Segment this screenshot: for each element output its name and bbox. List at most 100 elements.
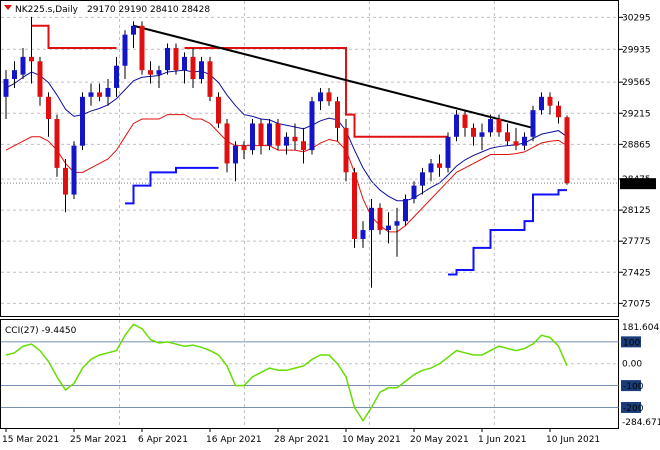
candle-bear bbox=[513, 141, 519, 146]
cci-title: CCI(27) -9.4450 bbox=[5, 326, 77, 336]
price-tick-label: 29565 bbox=[622, 78, 651, 88]
candle-bear bbox=[97, 92, 102, 97]
candle-bear bbox=[54, 119, 60, 168]
candle-bear bbox=[352, 172, 357, 239]
time-tick-label: 20 May 2021 bbox=[410, 435, 469, 445]
candle-bear bbox=[46, 96, 51, 120]
candle-bull bbox=[156, 70, 162, 75]
overlay-line-ema_red bbox=[5, 114, 568, 233]
candle-bear bbox=[173, 47, 179, 71]
candle-bull bbox=[403, 198, 408, 222]
cci-axis: 100 0.00 -100 -200 bbox=[621, 336, 644, 414]
cci-level-label: 100 bbox=[623, 338, 640, 348]
time-tick-label: 25 Mar 2021 bbox=[70, 435, 127, 445]
overlay-line-ema_blue bbox=[5, 69, 568, 202]
time-tick-label: 15 Mar 2021 bbox=[2, 435, 59, 445]
candle-bull bbox=[122, 34, 128, 66]
candle-bull bbox=[3, 79, 9, 97]
candle-bear bbox=[139, 25, 145, 71]
price-tick-label: 29935 bbox=[622, 45, 651, 55]
candle-bull bbox=[411, 185, 417, 199]
candle-bear bbox=[190, 56, 196, 80]
candle-bull bbox=[71, 145, 77, 195]
candle-bull bbox=[394, 221, 400, 226]
symbol-label: NK225.s,Daily bbox=[15, 5, 79, 15]
overlay-line-trendline bbox=[133, 24, 534, 129]
candle-bull bbox=[114, 65, 119, 88]
candle-bull bbox=[284, 136, 289, 146]
candle-bull bbox=[488, 119, 493, 133]
candle-bear bbox=[437, 163, 442, 168]
candle-bear bbox=[343, 127, 349, 173]
main-panel-frame bbox=[0, 0, 619, 317]
candle-bear bbox=[496, 119, 502, 133]
candle-bear bbox=[148, 70, 153, 75]
cci-level-tag bbox=[621, 336, 641, 348]
candle-bear bbox=[471, 127, 476, 137]
candle-bull bbox=[479, 132, 485, 137]
candle-bear bbox=[241, 145, 247, 151]
cci-level-tag bbox=[621, 380, 641, 392]
candle-bull bbox=[199, 61, 204, 80]
time-tick-label: 16 Apr 2021 bbox=[206, 435, 262, 445]
candle-bear bbox=[63, 167, 68, 195]
candle-bear bbox=[377, 207, 383, 231]
candle-bear bbox=[275, 123, 281, 146]
candle-bull bbox=[445, 136, 451, 168]
overlay-line-stop_red bbox=[184, 46, 448, 138]
time-tick-label: 1 Jun 2021 bbox=[478, 435, 526, 445]
chart-header: NK225.s,Daily 29170 29190 28410 28428 bbox=[4, 5, 210, 15]
dropdown-arrow-icon[interactable] bbox=[4, 5, 12, 10]
candle-bull bbox=[80, 96, 85, 146]
candle-bull bbox=[454, 114, 459, 137]
price-tick-label: 30295 bbox=[622, 13, 651, 23]
candle-bear bbox=[258, 123, 264, 146]
time-tick-label: 6 Apr 2021 bbox=[138, 435, 188, 445]
ohlc-values: 29170 29190 28410 28428 bbox=[87, 5, 210, 15]
time-tick-label: 10 May 2021 bbox=[342, 435, 401, 445]
candle-bull bbox=[539, 96, 544, 111]
current-price-label: 28428 bbox=[622, 180, 651, 190]
overlay-line-stop_red bbox=[31, 24, 117, 49]
candle-bull bbox=[522, 136, 527, 146]
time-tick-label: 28 Apr 2021 bbox=[274, 435, 330, 445]
candle-bull bbox=[318, 92, 323, 102]
candlestick-series bbox=[3, 16, 570, 288]
candle-bear bbox=[556, 105, 561, 118]
cci-level-label: -100 bbox=[623, 382, 644, 392]
candle-bull bbox=[250, 123, 255, 151]
candle-bull bbox=[309, 101, 315, 151]
candle-bull bbox=[12, 70, 17, 80]
price-axis: 2707527425277752812528475288652921529565… bbox=[619, 13, 651, 309]
candle-bull bbox=[182, 56, 187, 71]
candle-bull bbox=[88, 92, 94, 97]
price-tick-label: 27775 bbox=[622, 237, 651, 247]
candle-bull bbox=[105, 87, 111, 97]
candle-bear bbox=[547, 96, 553, 106]
price-tick-label: 29215 bbox=[622, 109, 651, 119]
time-axis: 15 Mar 2021 25 Mar 2021 6 Apr 2021 16 Apr 2… bbox=[2, 428, 600, 445]
candle-bull bbox=[420, 172, 425, 186]
cci-panel-frame bbox=[0, 319, 619, 429]
candle-bear bbox=[216, 96, 221, 124]
overlay-line-stop_blue bbox=[448, 189, 567, 276]
candle-bull bbox=[360, 230, 366, 239]
candle-bear bbox=[29, 56, 34, 62]
cci-grid bbox=[1, 341, 619, 408]
indicator-overlays bbox=[1, 24, 619, 276]
cci-min-label: -284.6711 bbox=[622, 418, 660, 428]
price-tick-label: 27425 bbox=[622, 268, 651, 278]
price-tick-label: 27075 bbox=[622, 299, 651, 309]
candle-bull bbox=[233, 145, 238, 164]
candle-bull bbox=[428, 163, 434, 173]
cci-level-tag bbox=[621, 401, 641, 413]
cci-series bbox=[5, 323, 568, 422]
price-tick-label: 28125 bbox=[622, 206, 651, 216]
candle-bear bbox=[505, 132, 510, 142]
time-tick-label: 10 Jun 2021 bbox=[546, 435, 600, 445]
candle-bear bbox=[335, 101, 340, 128]
candle-bear bbox=[564, 117, 570, 184]
candle-bull bbox=[386, 225, 391, 231]
candle-bull bbox=[20, 56, 26, 75]
